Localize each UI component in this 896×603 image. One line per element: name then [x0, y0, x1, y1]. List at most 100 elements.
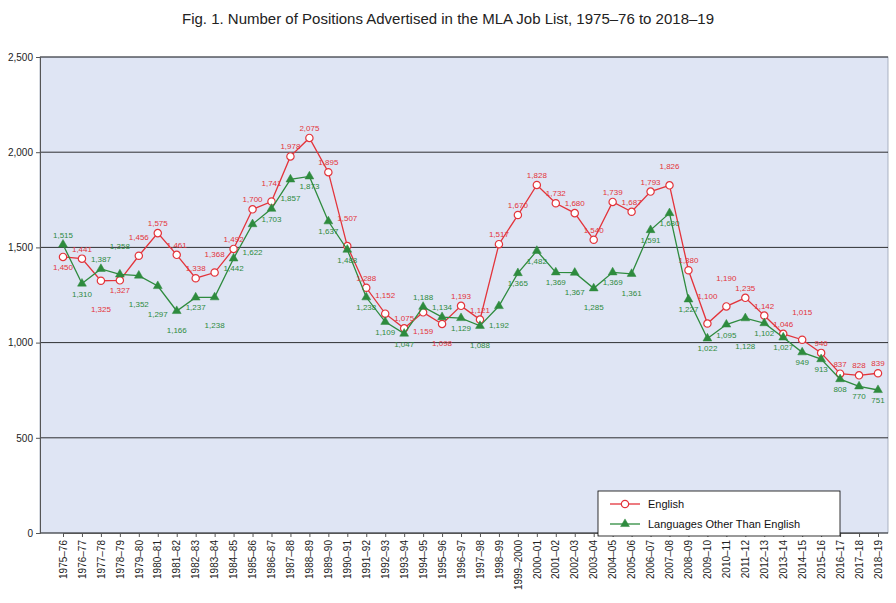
x-tick: 1998–99 [494, 533, 505, 579]
x-tick-label: 2016–17 [835, 540, 846, 579]
data-label: 913 [814, 365, 828, 374]
y-tick-label: 2,000 [8, 147, 33, 158]
data-label: 1,741 [261, 179, 282, 188]
data-label: 1,367 [565, 288, 586, 297]
x-tick-label: 1997–98 [475, 540, 486, 579]
grid-line [40, 437, 888, 438]
data-point [59, 239, 68, 247]
data-point [211, 269, 218, 276]
x-tick-mark [366, 533, 367, 537]
x-tick-mark [63, 533, 64, 537]
x-tick-label: 1986–87 [266, 540, 277, 579]
data-point [135, 252, 142, 259]
data-label: 1,515 [53, 231, 74, 240]
data-label: 1,142 [754, 302, 775, 311]
x-tick: 1996–97 [456, 533, 467, 579]
data-point [381, 317, 390, 325]
data-point [134, 270, 143, 278]
data-label: 1,352 [129, 300, 150, 309]
x-tick-label: 2006–07 [645, 540, 656, 579]
data-label: 839 [871, 359, 885, 368]
x-tick-mark [347, 533, 348, 537]
x-tick-label: 2012–13 [759, 540, 770, 579]
data-label: 1,369 [603, 278, 624, 287]
x-tick-label: 1995–96 [437, 540, 448, 579]
y-tick-mark [36, 343, 40, 344]
data-point [798, 347, 807, 355]
x-tick: 1994–95 [418, 533, 429, 579]
data-label: 1,450 [53, 263, 74, 272]
x-tick-mark [518, 533, 519, 537]
data-label: 1,095 [716, 331, 737, 340]
data-point [153, 281, 162, 289]
data-label: 1,442 [224, 264, 245, 273]
data-point [96, 264, 105, 272]
x-tick-mark [423, 533, 424, 537]
x-tick-mark [385, 533, 386, 537]
data-label: 1,235 [735, 284, 756, 293]
data-point [874, 370, 881, 377]
data-label: 1,687 [622, 198, 643, 207]
data-label: 1,109 [375, 328, 396, 337]
x-tick-label: 1984–85 [228, 540, 239, 579]
data-point [722, 319, 731, 327]
x-tick-label: 2009–10 [702, 540, 713, 579]
data-label: 1,015 [792, 308, 813, 317]
data-label: 1,622 [243, 248, 264, 257]
data-point [551, 267, 560, 275]
series-line [63, 138, 878, 375]
x-tick-mark [120, 533, 121, 537]
x-tick: 1978–79 [115, 533, 126, 579]
data-point [590, 236, 597, 243]
x-tick-label: 2003–04 [588, 540, 599, 579]
data-point [874, 385, 883, 393]
data-label: 1,857 [280, 194, 301, 203]
data-label: 770 [852, 392, 866, 401]
x-tick-mark [158, 533, 159, 537]
data-label: 1,591 [641, 236, 662, 245]
x-tick-label: 1977–78 [96, 540, 107, 579]
data-label: 1,793 [641, 178, 662, 187]
data-label: 1,441 [72, 245, 93, 254]
data-point [78, 255, 85, 262]
data-point [704, 320, 711, 327]
data-label: 1,047 [394, 340, 415, 349]
x-tick-mark [328, 533, 329, 537]
x-tick: 1984–85 [228, 533, 239, 579]
data-label: 1,680 [565, 199, 586, 208]
data-label: 1,732 [546, 189, 567, 198]
data-point [287, 153, 294, 160]
data-label: 1,361 [622, 289, 643, 298]
x-tick: 2012–13 [759, 533, 770, 579]
x-tick: 1980–81 [152, 533, 163, 579]
data-point [324, 216, 333, 224]
legend-box [598, 491, 840, 536]
y-tick-mark [36, 57, 40, 58]
data-point [78, 278, 87, 286]
x-tick-mark [82, 533, 83, 537]
y-tick: 2,000 [8, 147, 40, 158]
x-tick: 2014–15 [797, 533, 808, 579]
data-point [684, 294, 693, 302]
x-tick-label: 2004–05 [607, 540, 618, 579]
x-tick-label: 2002–03 [569, 540, 580, 579]
data-point [589, 283, 598, 291]
x-tick-label: 2017–18 [854, 540, 865, 579]
data-point [779, 332, 788, 340]
data-label: 1,046 [773, 320, 794, 329]
data-label: 1,188 [413, 293, 434, 302]
data-label: 1,297 [148, 310, 169, 319]
data-label: 751 [871, 396, 885, 405]
x-tick-label: 1983–84 [209, 540, 220, 579]
x-tick: 1992–93 [380, 533, 391, 579]
x-tick: 2006–07 [645, 533, 656, 579]
x-tick: 2016–17 [835, 533, 846, 579]
data-point [685, 267, 692, 274]
data-point [172, 306, 181, 314]
x-tick-label: 1979–80 [134, 540, 145, 579]
data-label: 1,358 [110, 242, 131, 251]
x-tick: 2018–19 [873, 533, 884, 579]
y-tick: 0 [27, 528, 40, 539]
data-point [570, 268, 579, 276]
data-label: 1,368 [205, 250, 226, 259]
